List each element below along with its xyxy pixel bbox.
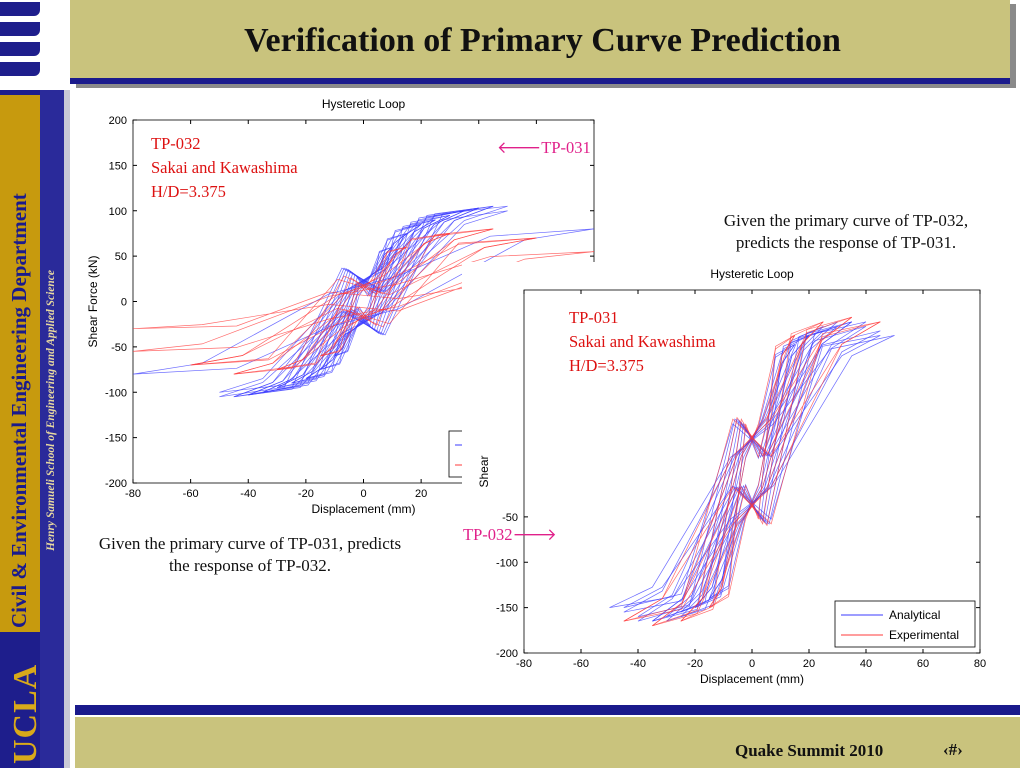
chart2-source: Sakai and Kawashima [569, 332, 716, 351]
loop-analytical [637, 325, 867, 618]
loop-experimental [233, 228, 494, 375]
y-axis-label: Shear Force (kN) [86, 255, 100, 347]
loop-analytical [233, 205, 494, 398]
y-axis-label: Shear [477, 455, 491, 487]
x-axis-label: Displacement (mm) [700, 672, 804, 686]
y-tick-label: 0 [121, 297, 127, 309]
slide-title: Verification of Primary Curve Prediction [244, 22, 841, 59]
title-band [70, 0, 1010, 84]
y-tick-label: -100 [496, 557, 518, 569]
y-tick-label: -150 [105, 433, 127, 445]
y-tick-label: -200 [496, 648, 518, 660]
caption-right: Given the primary curve of TP-032, predi… [723, 211, 969, 252]
x-tick-label: 80 [974, 658, 986, 670]
y-tick-label: 100 [109, 206, 127, 218]
chart-tp031: Hysteretic Loop-80 -60 -40 -20 0 20 40 60 80-50-… [462, 262, 1002, 694]
chart2-pointer: TP-032🡒 [463, 524, 557, 545]
y-tick-label: -150 [496, 603, 518, 615]
footer-event: Quake Summit 2010 [735, 741, 884, 760]
loop-experimental [680, 321, 824, 622]
plot-area [133, 205, 594, 398]
loop-analytical [248, 207, 479, 396]
sidebar-tab [0, 42, 40, 56]
y-tick-label: -100 [105, 387, 127, 399]
footer-band [75, 717, 1020, 768]
arrow-right-icon: 🡒 [512, 525, 557, 544]
plot-area [609, 316, 895, 627]
loop-analytical [623, 330, 881, 613]
loop-experimental [190, 237, 537, 366]
chart2-pointer-label: TP-032 [463, 525, 513, 544]
loop-analytical [609, 335, 895, 608]
y-tick-label: -200 [105, 478, 127, 490]
loop-analytical [133, 228, 594, 375]
y-tick-label: 200 [109, 115, 127, 127]
loop-analytical [219, 210, 508, 393]
loop-analytical [694, 335, 810, 608]
page-number: ‹#› [943, 740, 963, 759]
legend-box [834, 600, 976, 648]
loop-experimental [276, 233, 451, 370]
x-tick-label: -20 [298, 488, 314, 500]
chart2-ratio: H/D=3.375 [569, 356, 644, 375]
chart2-annotation: TP-031 Sakai and Kawashima H/D=3.375 [569, 306, 716, 378]
chart-1-group: Hysteretic Loop-80 -60 -40 -20 0 20 40 60 80-50-… [477, 267, 986, 686]
x-tick-label: -60 [183, 488, 199, 500]
ucla-logo-text: UCLA [7, 663, 44, 764]
loop-experimental [623, 321, 881, 622]
loop-experimental [320, 246, 407, 357]
school-name: Henry Samueli School of Engineering and … [45, 269, 57, 551]
loop-analytical [233, 205, 494, 398]
y-tick-label: -50 [111, 342, 127, 354]
x-tick-label: -80 [125, 488, 141, 500]
department-name: Civil & Environmental Engineering Depart… [7, 193, 31, 628]
chart1-pointer-label: TP-031 [541, 138, 591, 157]
loop-experimental [652, 316, 853, 627]
caption-left: Given the primary curve of TP-031, predi… [98, 534, 402, 575]
loop-experimental [680, 321, 824, 622]
chart1-source: Sakai and Kawashima [151, 158, 298, 177]
y-tick-label: 50 [115, 251, 127, 263]
x-tick-label: 0 [749, 658, 755, 670]
x-axis-label: Displacement (mm) [311, 502, 415, 516]
x-tick-label: -40 [240, 488, 256, 500]
loop-analytical [305, 224, 422, 379]
x-tick-label: -20 [687, 658, 703, 670]
loop-analytical [276, 214, 451, 389]
chart1-spec-id: TP-032 [151, 134, 201, 153]
loop-experimental [652, 316, 853, 627]
chart2-spec-id: TP-031 [569, 308, 619, 327]
y-tick-label: 150 [109, 160, 127, 172]
x-tick-label: 0 [360, 488, 366, 500]
x-tick-label: -40 [630, 658, 646, 670]
loop-analytical [320, 233, 407, 370]
y-tick-label: -50 [502, 512, 518, 524]
arrow-left-icon: 🡐 [497, 138, 542, 157]
loop-experimental [320, 246, 407, 357]
loop-analytical [666, 325, 838, 618]
sidebar-strip-light [64, 90, 70, 768]
x-tick-label: 20 [415, 488, 427, 500]
x-tick-label: -80 [516, 658, 532, 670]
sidebar-gold-panel [0, 95, 40, 632]
sidebar-tab [0, 2, 40, 16]
loop-experimental [133, 273, 594, 330]
legend-label-experimental: Experimental [889, 628, 959, 642]
legend-label-analytical: Analytical [889, 608, 940, 622]
chart-title: Hysteretic Loop [710, 267, 794, 281]
chart1-annotation: TP-032 Sakai and Kawashima H/D=3.375 [151, 132, 298, 204]
chart-title: Hysteretic Loop [322, 97, 406, 111]
chart1-ratio: H/D=3.375 [151, 182, 226, 201]
sidebar-tab [0, 62, 40, 76]
sidebar-tab [0, 22, 40, 36]
x-tick-label: 20 [803, 658, 815, 670]
loop-experimental [623, 321, 881, 622]
x-tick-label: 60 [917, 658, 929, 670]
x-tick-label: -60 [573, 658, 589, 670]
loop-experimental [133, 251, 594, 352]
footer-bar [75, 705, 1020, 715]
chart1-pointer: 🡐TP-031 [497, 137, 591, 158]
x-tick-label: 40 [860, 658, 872, 670]
